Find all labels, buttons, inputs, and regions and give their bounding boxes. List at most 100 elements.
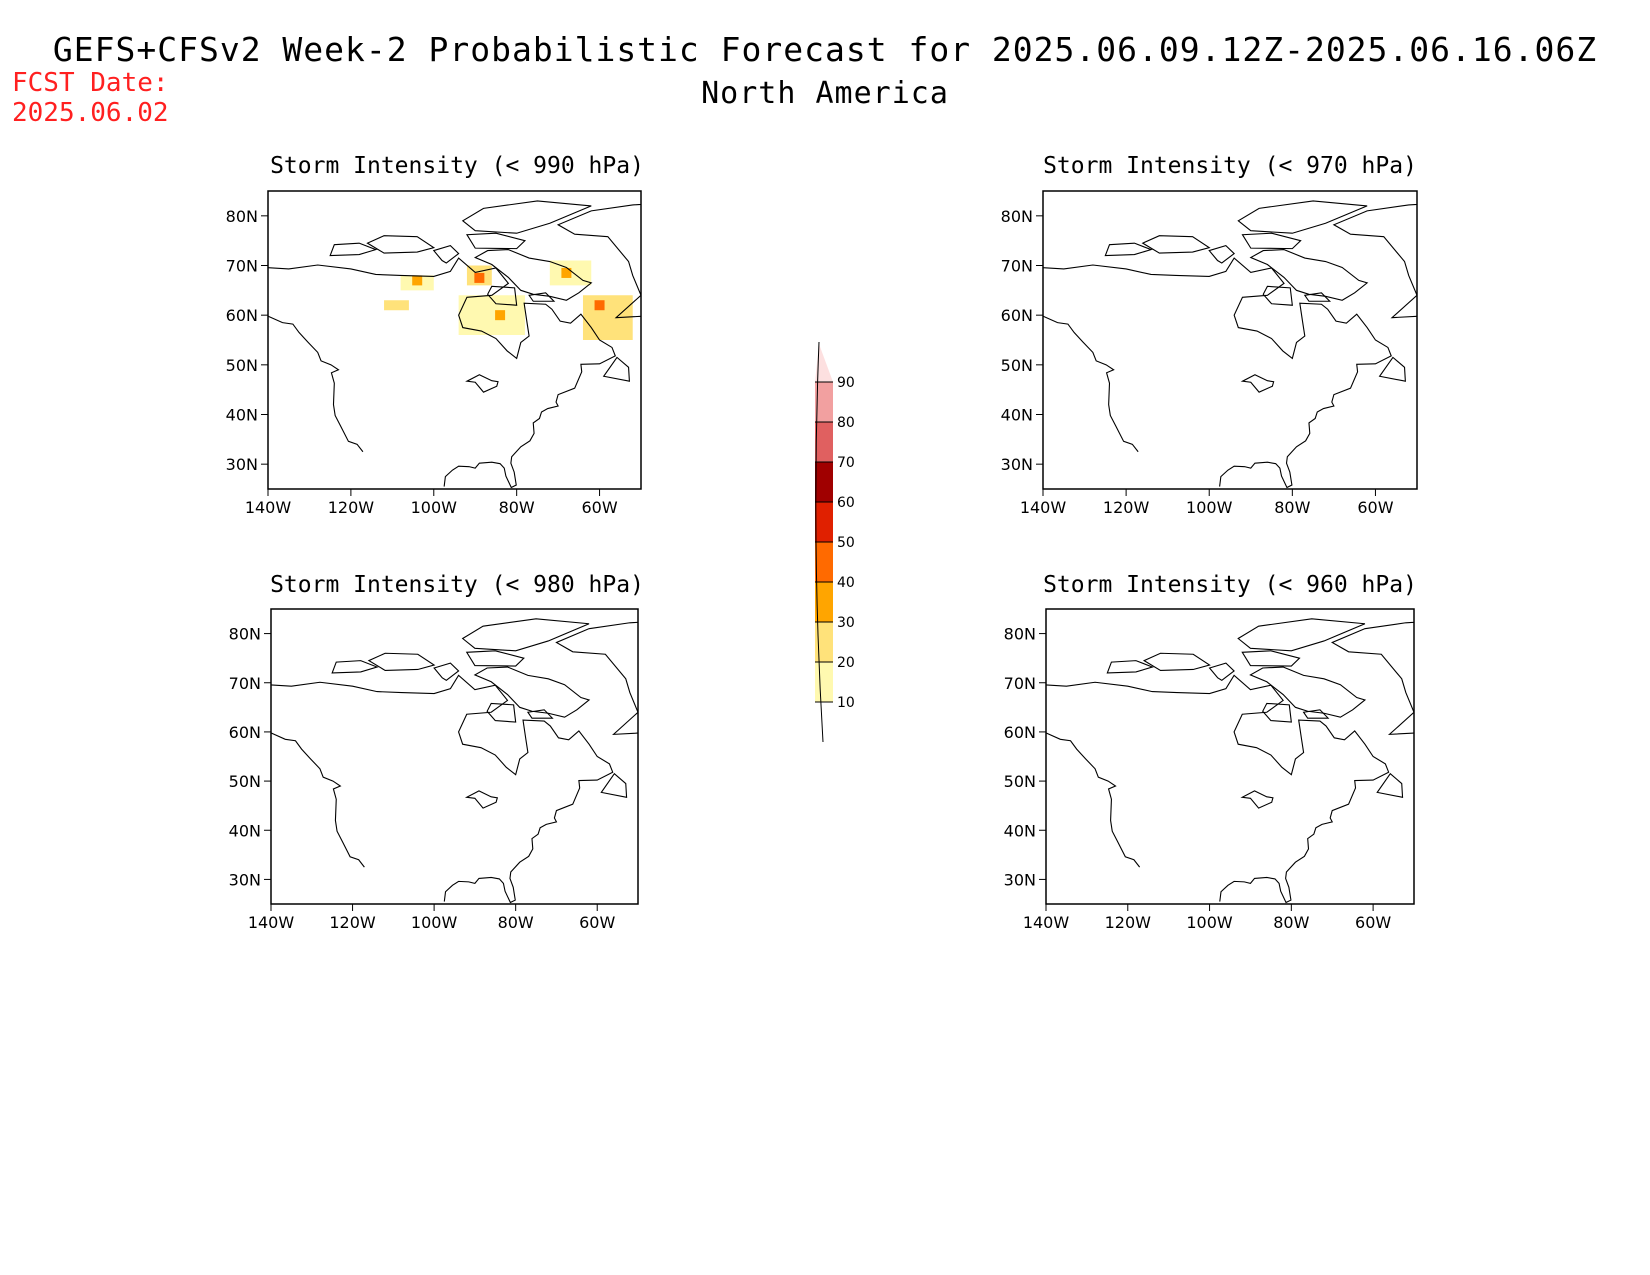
coastline — [473, 666, 591, 718]
coastline — [486, 285, 518, 306]
lat-tick-label: 50N — [229, 772, 261, 791]
lon-tick-label: 120W — [1105, 913, 1152, 932]
coastline — [1237, 200, 1368, 234]
coastline — [465, 650, 525, 667]
panel-title-960: Storm Intensity (< 960 hPa) — [1043, 572, 1417, 598]
lat-tick-label: 70N — [229, 674, 261, 693]
coastline — [461, 200, 592, 234]
lon-tick-label: 100W — [411, 913, 458, 932]
map-frame — [1045, 608, 1415, 905]
lat-tick-label: 30N — [226, 455, 258, 474]
colorbar-label: 10 — [837, 695, 855, 711]
lat-tick-label: 80N — [226, 207, 258, 226]
fcst-date-value: 2025.06.02 — [12, 98, 169, 128]
coastline — [1208, 245, 1236, 264]
lat-tick-label: 50N — [1004, 772, 1036, 791]
coastline — [1249, 666, 1367, 718]
coastline — [1237, 618, 1366, 652]
lon-tick-label: 140W — [245, 498, 292, 517]
colorbar-box — [815, 622, 833, 662]
coastline — [1046, 732, 1141, 868]
lat-tick-label: 80N — [1004, 625, 1036, 644]
panel-title-980: Storm Intensity (< 980 hPa) — [270, 572, 644, 598]
lat-tick-label: 70N — [226, 257, 258, 276]
coastline — [461, 618, 590, 652]
colorbar-label: 80 — [837, 415, 855, 431]
coastline — [486, 702, 517, 723]
lat-tick-label: 40N — [1001, 406, 1033, 425]
lon-tick-label: 140W — [248, 913, 295, 932]
colorbar-label: 70 — [837, 455, 855, 471]
coastline — [329, 242, 378, 257]
coastline — [1330, 621, 1414, 736]
lat-tick-label: 30N — [1004, 870, 1036, 889]
lat-tick-label: 60N — [229, 723, 261, 742]
coastline — [1332, 203, 1417, 319]
lon-tick-label: 60W — [1357, 498, 1393, 517]
coastline — [1142, 652, 1211, 672]
coastline — [1241, 232, 1302, 250]
colorbar-box — [815, 582, 833, 622]
lon-tick-label: 80W — [1273, 913, 1309, 932]
map-frame — [267, 190, 642, 490]
probability-shade — [384, 300, 409, 311]
coastline — [1302, 709, 1330, 719]
lat-tick-label: 60N — [1001, 306, 1033, 325]
probability-cell — [561, 267, 572, 278]
probability-cell — [474, 272, 485, 283]
lat-tick-label: 40N — [229, 821, 261, 840]
colorbar: 10 20 30 40 50 60 70 80 90 — [815, 341, 855, 743]
coastline — [600, 772, 628, 798]
lon-tick-label: 60W — [1355, 913, 1391, 932]
lat-tick-label: 40N — [1004, 821, 1036, 840]
lon-tick-label: 140W — [1020, 498, 1067, 517]
coastline — [602, 356, 630, 382]
coastline — [1378, 356, 1406, 382]
coastline — [1208, 662, 1235, 681]
lat-tick-label: 70N — [1004, 674, 1036, 693]
map-panel-p980 — [271, 618, 638, 904]
panel-title-970: Storm Intensity (< 970 hPa) — [1043, 153, 1417, 179]
coastline — [465, 232, 527, 250]
coastline — [1104, 242, 1153, 257]
map-panel-p960 — [1046, 618, 1414, 904]
main-title: GEFS+CFSv2 Week-2 Probabilistic Forecast… — [52, 30, 1598, 69]
colorbar-label: 50 — [837, 535, 855, 551]
coastline — [528, 292, 556, 302]
coastline — [433, 662, 460, 681]
coastline — [1249, 249, 1369, 301]
coastline — [366, 235, 436, 254]
colorbar-box — [815, 662, 833, 702]
colorbar-label: 60 — [837, 495, 855, 511]
colorbar-label: 90 — [837, 375, 855, 391]
coastline — [1262, 285, 1293, 306]
lon-tick-label: 100W — [1186, 498, 1233, 517]
probability-shade — [458, 295, 525, 336]
coastline — [1043, 257, 1392, 489]
lon-tick-label: 80W — [498, 913, 534, 932]
coastline — [1046, 674, 1390, 904]
lat-tick-label: 50N — [226, 356, 258, 375]
region-subtitle: North America — [701, 76, 949, 111]
lon-tick-label: 120W — [328, 498, 375, 517]
lon-tick-label: 100W — [1186, 913, 1233, 932]
lon-tick-label: 80W — [499, 498, 535, 517]
lat-tick-label: 50N — [1001, 356, 1033, 375]
map-frame — [270, 608, 639, 905]
colorbar-box — [815, 502, 833, 542]
lon-tick-label: 120W — [329, 913, 376, 932]
coastline — [1303, 292, 1332, 302]
colorbar-box — [815, 422, 833, 462]
map-panel-p990 — [268, 200, 641, 489]
panel-title-990: Storm Intensity (< 990 hPa) — [270, 153, 644, 179]
lon-tick-label: 60W — [579, 913, 615, 932]
coastline — [1262, 702, 1292, 723]
coastline — [268, 315, 364, 453]
colorbar-top-triangle — [815, 344, 833, 382]
coastline — [526, 709, 554, 719]
coastline — [331, 660, 379, 674]
lon-tick-label: 120W — [1103, 498, 1150, 517]
colorbar-label: 20 — [837, 655, 855, 671]
coastline — [464, 790, 499, 809]
